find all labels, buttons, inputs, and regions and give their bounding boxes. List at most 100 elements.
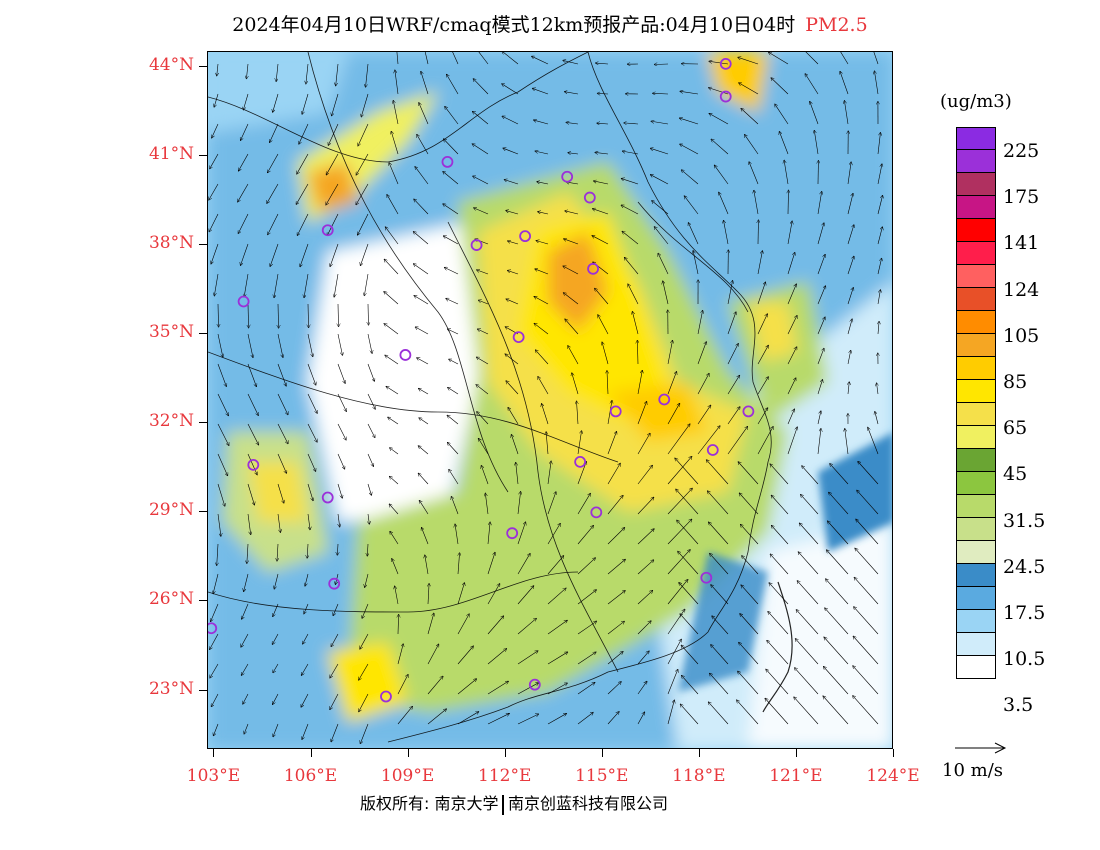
wind-arrow <box>302 93 309 114</box>
wind-arrow <box>607 712 619 725</box>
wind-arrow <box>708 702 729 725</box>
wind-arrow <box>595 152 609 154</box>
wind-arrow <box>532 56 549 65</box>
wind-arrow <box>478 52 489 65</box>
wind-arrow <box>334 273 339 297</box>
city-station-marker <box>706 444 719 456</box>
wind-arrow <box>473 176 489 185</box>
wind-arrow <box>217 513 221 536</box>
wind-arrow <box>805 52 819 65</box>
wind-arrow <box>214 93 219 107</box>
wind-arrow <box>607 371 608 395</box>
wind-arrow <box>546 432 549 455</box>
city-station-marker <box>470 239 483 251</box>
wind-arrow <box>727 344 738 365</box>
wind-arrow <box>487 681 508 695</box>
wind-arrow <box>418 446 429 455</box>
wind-arrow <box>594 181 609 185</box>
wind-arrow <box>307 543 308 558</box>
station-markers <box>208 57 755 703</box>
wind-arrow <box>693 251 699 275</box>
wind-arrow <box>547 523 560 545</box>
wind-arrow <box>367 333 372 353</box>
wind-arrow <box>247 333 253 357</box>
wind-arrow <box>607 559 625 575</box>
wind-arrow <box>443 236 459 245</box>
wind-arrow <box>277 423 288 444</box>
wind-arrow <box>277 543 278 561</box>
copyright-company: 南京创蓝科技有限公司 <box>507 794 668 813</box>
wind-arrow <box>738 57 759 65</box>
wind-arrow <box>597 123 609 124</box>
wind-arrow <box>824 637 849 665</box>
wind-arrow <box>338 513 340 527</box>
wind-arrow <box>506 211 519 215</box>
wind-arrow <box>737 700 759 725</box>
wind-arrow <box>827 550 849 575</box>
wind-arrow <box>367 423 375 438</box>
latitude-tick <box>199 154 207 156</box>
wind-arrow <box>444 139 459 155</box>
city-station-marker <box>519 230 532 243</box>
wind-arrow <box>607 621 624 635</box>
city-station-marker <box>380 690 392 703</box>
map-frame[interactable] <box>207 51 893 749</box>
wind-arrow <box>247 453 257 475</box>
wind-arrow <box>766 669 789 695</box>
wind-arrow <box>212 123 219 138</box>
wind-arrow <box>602 342 609 365</box>
color-swatch <box>956 150 996 173</box>
wind-arrow <box>856 519 879 545</box>
wind-arrow <box>366 63 369 87</box>
title-variable: PM2.5 <box>805 14 868 36</box>
wind-arrow <box>425 555 429 575</box>
wind-arrow <box>517 683 538 695</box>
latitude-label: 26°N <box>148 589 194 610</box>
color-legend-label: 85 <box>1003 371 1028 393</box>
wind-arrow <box>680 144 699 155</box>
wind-arrow <box>210 663 219 678</box>
wind-arrow <box>397 644 403 665</box>
wind-arrow <box>738 462 759 485</box>
wind-arrow <box>667 488 692 515</box>
latitude-tick <box>199 244 207 246</box>
wind-arrow <box>565 319 579 335</box>
wind-arrow <box>877 164 882 185</box>
wind-arrow <box>795 668 819 695</box>
wind-arrow <box>607 496 623 515</box>
wind-arrow <box>817 223 824 245</box>
wind-arrow <box>504 180 519 185</box>
wind-arrow <box>487 522 490 545</box>
wind-arrow <box>273 603 279 617</box>
wind-arrow <box>680 614 699 635</box>
wind-arrow <box>757 427 773 455</box>
wind-arrow <box>472 144 489 155</box>
wind-arrow <box>779 132 789 155</box>
wind-arrow <box>299 123 309 144</box>
wind-arrow <box>817 192 822 215</box>
wind-arrow <box>390 531 399 545</box>
wind-arrow <box>577 621 596 635</box>
wind-arrow <box>386 386 399 395</box>
wind-arrow <box>297 153 309 174</box>
wind-arrow <box>787 221 792 245</box>
wind-arrow <box>637 560 654 575</box>
color-swatch <box>956 656 996 679</box>
wind-arrow <box>577 682 595 695</box>
wind-arrow <box>810 101 819 125</box>
wind-arrow <box>577 652 596 665</box>
color-swatch <box>956 610 996 633</box>
latitude-label: 41°N <box>148 143 194 164</box>
wind-arrow <box>682 676 699 695</box>
longitude-label: 124°E <box>866 766 920 786</box>
wind-arrow <box>217 333 223 357</box>
wind-arrow <box>826 579 849 605</box>
wind-arrow <box>853 636 879 665</box>
wind-arrow <box>667 457 692 485</box>
city-station-marker <box>247 458 260 471</box>
wind-arrow <box>547 714 566 725</box>
wind-arrow <box>277 513 280 532</box>
wind-arrow <box>577 558 595 575</box>
color-legend-label: 124 <box>1003 278 1040 301</box>
wind-arrow <box>359 693 369 712</box>
